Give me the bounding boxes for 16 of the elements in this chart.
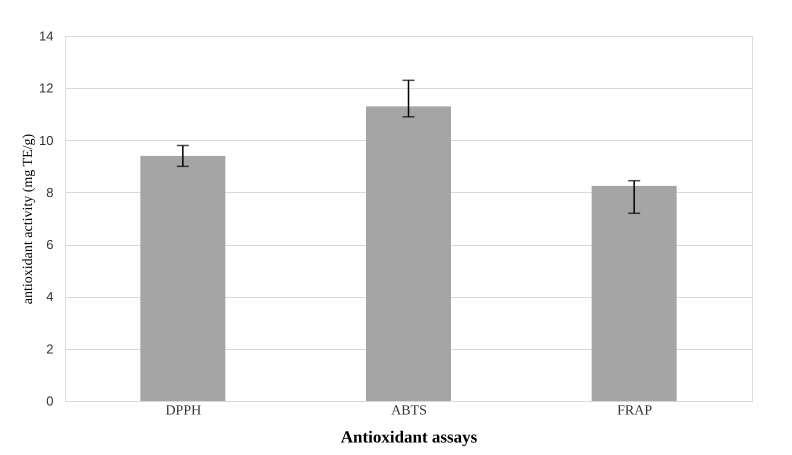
x-tick-label: FRAP [617,404,652,418]
bar [592,186,677,401]
bar [366,106,451,401]
x-tick-label: ABTS [391,404,427,418]
x-axis-title: Antioxidant assays [340,428,478,446]
y-tick-label: 4 [46,289,54,304]
y-tick-label: 2 [46,341,54,356]
bar [140,156,226,401]
y-tick-label: 14 [39,28,54,44]
y-tick-label: 12 [39,80,54,96]
y-axis-title: antioxidant activity (mg TE/g) [21,133,36,304]
y-tick-label: 10 [39,132,54,148]
y-tick-label: 6 [46,237,54,252]
y-tick-label: 0 [46,394,54,408]
x-tick-label: DPPH [165,404,202,418]
y-tick-label: 8 [46,184,54,200]
